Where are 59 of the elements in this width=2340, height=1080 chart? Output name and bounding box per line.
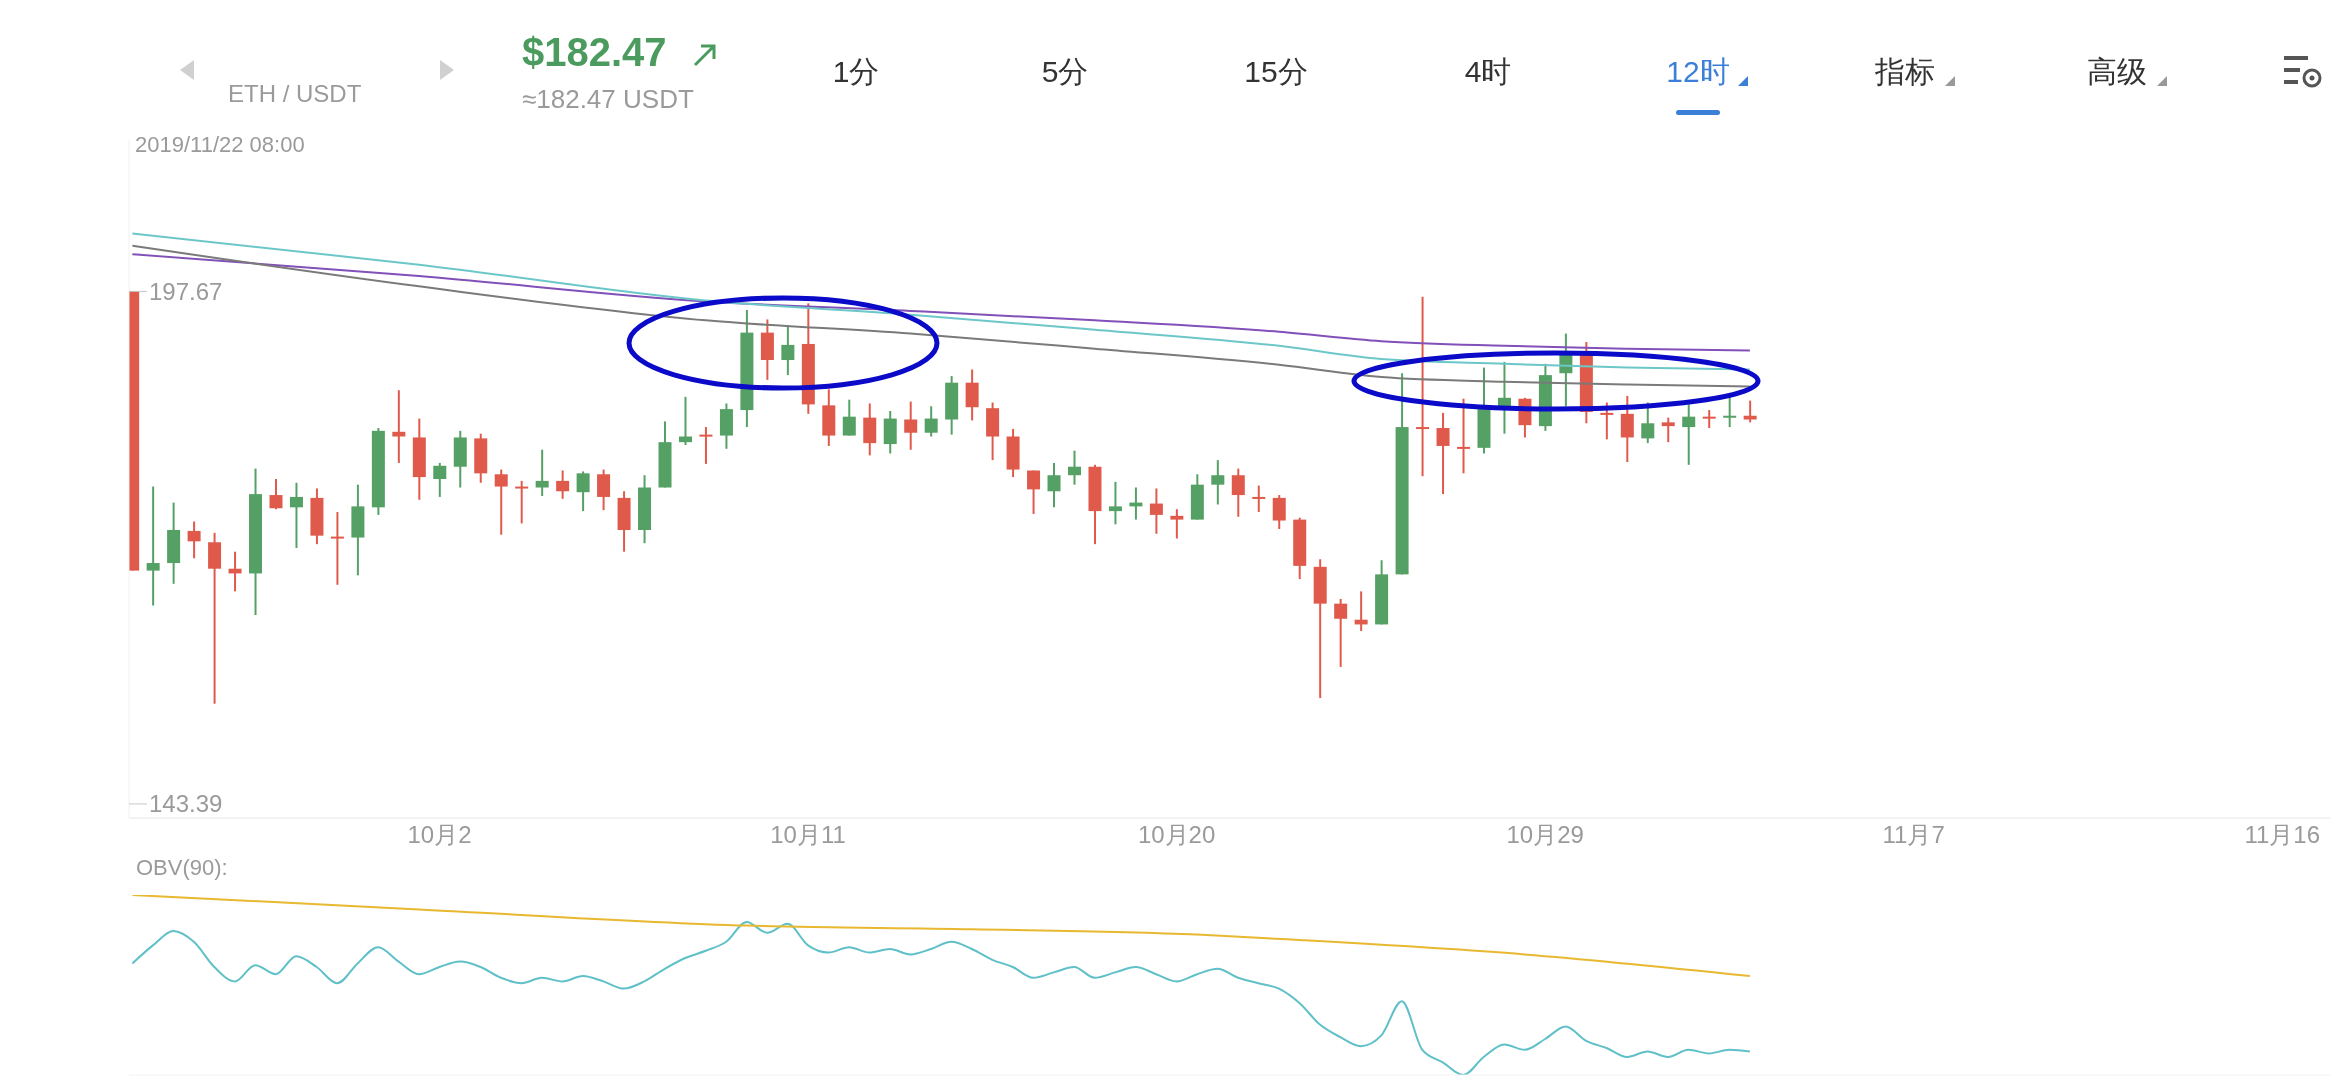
candlestick [535, 448, 549, 497]
candlestick [1416, 295, 1430, 478]
candlestick [1027, 469, 1041, 515]
candlestick [1108, 480, 1122, 526]
candlestick [515, 479, 529, 525]
text: 5分 [1040, 54, 1090, 90]
candlestick [1641, 401, 1655, 445]
candlestick [1600, 401, 1614, 441]
x-tick-label: 10月29 [1506, 821, 1584, 849]
candlestick [187, 520, 201, 560]
candlestick [289, 481, 303, 549]
candlestick [1252, 484, 1266, 514]
candlestick [1661, 416, 1675, 444]
chart-title: ETH / USDT [228, 80, 362, 108]
candlestick [1723, 395, 1737, 429]
candlestick [1272, 494, 1286, 531]
candlestick [392, 389, 406, 464]
text: 1分 [831, 54, 881, 90]
y-tick-label: 197.67 [149, 277, 223, 305]
candlestick [1068, 449, 1081, 486]
x-tick-label: 10月20 [1137, 821, 1216, 849]
annotation: 2019/11/22 08:00 [135, 132, 305, 158]
candlestick [1231, 467, 1245, 518]
candlestick [494, 468, 508, 536]
candlestick [1457, 397, 1471, 475]
y-tick-label: 143.39 [149, 790, 223, 818]
chart-title: OBV(90): [136, 855, 228, 881]
candlestick [1149, 487, 1163, 535]
candlestick [842, 398, 856, 437]
candlestick [1334, 597, 1348, 668]
x-tick-label: 10月2 [407, 821, 472, 849]
candlestick [433, 461, 447, 498]
x-tick-label: 11月7 [1882, 821, 1945, 849]
candlestick [269, 478, 283, 511]
candlestick [597, 468, 611, 512]
candlestick [146, 485, 160, 607]
x-tick-label: 11月16 [2244, 821, 2321, 849]
candlestick [1743, 399, 1757, 424]
candlestick [1436, 411, 1450, 496]
candlestick [699, 426, 713, 465]
candlestick [1047, 461, 1061, 509]
text: 12时 [1665, 54, 1731, 90]
candlestick [1620, 394, 1634, 463]
text: 指标 [1874, 54, 1936, 90]
candlestick [556, 469, 570, 500]
text: ≈182.47 USDT [522, 84, 694, 115]
candlestick [576, 470, 590, 513]
text: 高级 [2086, 54, 2148, 90]
candlestick [330, 511, 344, 586]
text: 4时 [1463, 54, 1513, 90]
candlestick [1682, 403, 1696, 466]
text: $182.47 [522, 30, 667, 75]
candlestick [904, 400, 918, 451]
candlestick [924, 405, 938, 438]
candlestick [1211, 459, 1225, 506]
x-tick-label: 10月11 [770, 821, 846, 849]
candlestick [1170, 508, 1184, 540]
candlestick [781, 325, 795, 377]
text: 15分 [1243, 54, 1309, 90]
